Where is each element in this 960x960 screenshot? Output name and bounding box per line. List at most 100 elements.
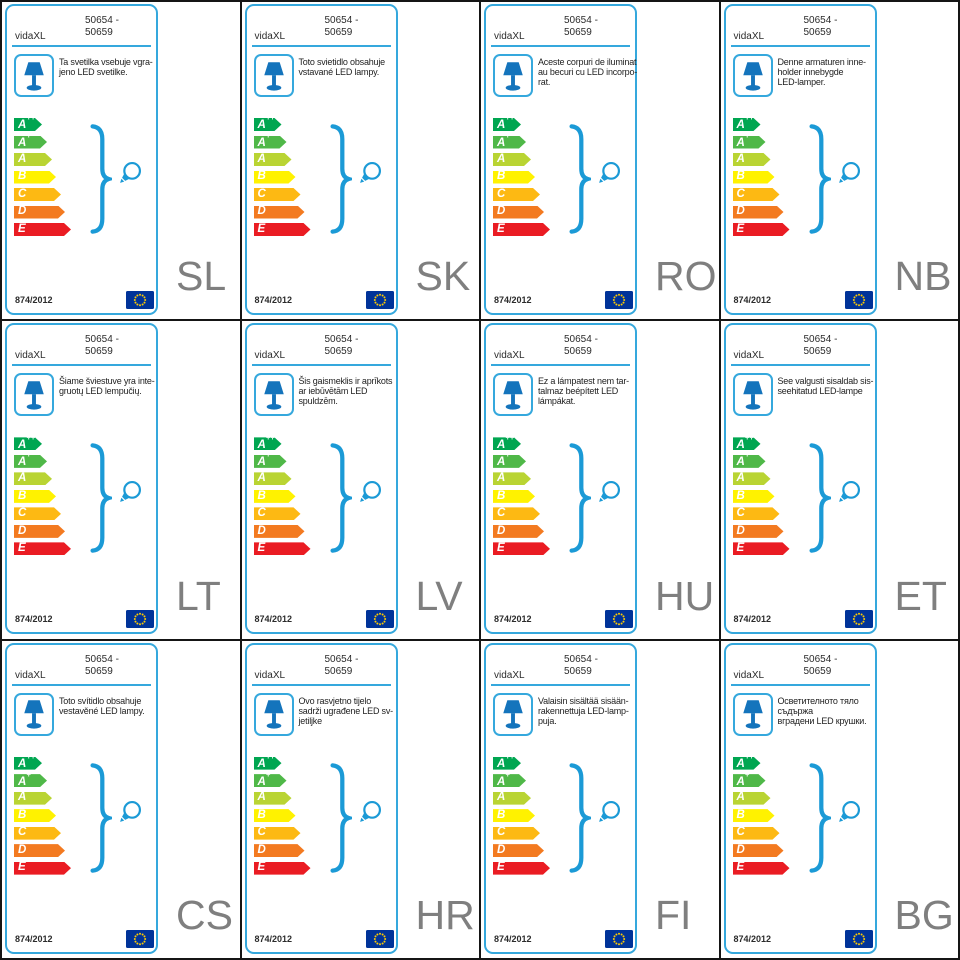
energy-class-label: C <box>18 507 27 520</box>
energy-class-arrow-a++: A++ <box>14 757 42 770</box>
eu-flag-icon <box>126 610 154 629</box>
energy-class-arrow-d: D <box>493 206 544 219</box>
energy-class-row: B <box>254 809 311 822</box>
energy-class-label: A+ <box>18 130 31 149</box>
regulation-number: 874/2012 <box>15 933 53 944</box>
energy-class-row: E <box>14 223 71 236</box>
energy-class-arrow-a: A <box>254 792 292 805</box>
brace-icon <box>329 124 352 234</box>
energy-class-arrow-d: D <box>254 525 305 538</box>
energy-class-row: E <box>733 223 790 236</box>
lamp-icon-box <box>253 373 294 417</box>
brace-icon <box>808 124 831 234</box>
energy-class-row: A <box>254 792 311 805</box>
energy-class-label: A <box>736 152 745 165</box>
led-bulb-icon <box>599 800 621 822</box>
energy-class-label: E <box>736 542 745 555</box>
energy-class-row: E <box>733 542 790 555</box>
energy-class-arrow-a+: A+ <box>493 774 526 787</box>
energy-class-row: D <box>493 525 550 538</box>
energy-class-arrow-a++: A++ <box>493 118 521 131</box>
energy-class-label: C <box>736 187 745 200</box>
label-cell: vidaXL 50654 - 50659 Toto svítidlo obsah… <box>2 640 240 958</box>
energy-class-row: B <box>493 809 550 822</box>
lamp-icon-box <box>14 373 54 417</box>
energy-class-label: B <box>736 489 745 502</box>
energy-label-card: vidaXL 50654 - 50659 Ez a lámpatest nem … <box>484 323 637 635</box>
energy-class-row: C <box>493 827 550 840</box>
language-code: HU <box>655 572 715 619</box>
label-cell: vidaXL 50654 - 50659 Ovo rasvjetno tijel… <box>241 640 479 958</box>
energy-class-row: A++ <box>254 118 311 131</box>
led-bulb-icon <box>120 800 142 822</box>
header-divider <box>12 683 151 686</box>
table-lamp-icon <box>503 61 523 91</box>
energy-class-row: A+ <box>14 455 71 468</box>
energy-class-row: A <box>254 472 311 485</box>
energy-class-arrow-c: C <box>254 507 301 520</box>
energy-class-arrow-a: A <box>254 153 292 166</box>
energy-class-row: D <box>14 844 71 857</box>
energy-class-arrow-a+: A+ <box>14 455 47 468</box>
energy-class-row: A <box>493 472 550 485</box>
language-code: ET <box>894 572 947 619</box>
led-bulb-icon <box>359 161 381 183</box>
energy-class-arrow-a+: A+ <box>254 455 287 468</box>
label-cell: vidaXL 50654 - 50659 Ta svetilka vsebuje… <box>2 2 240 320</box>
label-description: See valgusti sisaldab sis- seehitatud LE… <box>777 376 874 397</box>
energy-class-arrow-d: D <box>14 844 65 857</box>
energy-class-label: D <box>736 205 745 218</box>
energy-class-label: B <box>257 170 266 183</box>
energy-class-scale: A++ A+ A B C D E <box>254 757 311 880</box>
energy-class-arrow-a++: A++ <box>733 757 761 770</box>
energy-class-label: A+ <box>497 130 510 149</box>
energy-class-arrow-a+: A+ <box>14 774 47 787</box>
energy-class-row: A <box>254 153 311 166</box>
energy-class-row: A++ <box>14 437 71 450</box>
energy-class-arrow-c: C <box>733 188 780 201</box>
energy-class-row: A+ <box>14 136 71 149</box>
energy-class-label: A <box>18 152 27 165</box>
brace-icon <box>569 762 591 873</box>
energy-class-label: C <box>497 187 506 200</box>
regulation-number: 874/2012 <box>733 295 772 305</box>
energy-class-arrow-d: D <box>733 525 784 538</box>
label-description: Šiame šviestuve yra inte- gruotų LED lem… <box>59 376 155 397</box>
model-range: 50654 - 50659 <box>803 653 838 677</box>
brand-text: vidaXL <box>494 669 525 681</box>
energy-class-arrow-a: A <box>733 153 771 166</box>
brace-icon <box>90 443 112 554</box>
lamp-icon-box <box>14 692 54 736</box>
eu-flag-icon <box>126 929 154 948</box>
brace-icon <box>569 124 591 234</box>
energy-class-arrow-b: B <box>493 171 535 184</box>
energy-class-label: B <box>18 170 27 183</box>
label-description: Aceste corpuri de iluminat au becuri cu … <box>538 57 638 87</box>
energy-class-row: A++ <box>14 757 71 770</box>
energy-class-label: A++ <box>18 432 36 451</box>
energy-class-label: A+ <box>736 130 750 149</box>
language-code: NB <box>894 253 952 300</box>
energy-class-row: C <box>493 188 550 201</box>
energy-class-row: A++ <box>493 757 550 770</box>
language-code: FI <box>655 892 692 938</box>
energy-class-arrow-a++: A++ <box>254 757 282 770</box>
label-cell: vidaXL 50654 - 50659 Aceste corpuri de i… <box>481 2 719 320</box>
energy-class-arrow-c: C <box>14 507 61 520</box>
energy-class-label: B <box>497 808 506 821</box>
energy-class-scale: A++ A+ A B C D E <box>733 437 790 560</box>
energy-class-label: B <box>257 489 266 502</box>
energy-class-label: A++ <box>736 432 754 451</box>
energy-class-arrow-d: D <box>733 844 784 857</box>
header-divider <box>491 45 630 47</box>
energy-class-label: E <box>18 542 26 555</box>
energy-class-row: E <box>493 862 550 875</box>
energy-class-row: C <box>733 188 790 201</box>
energy-class-label: B <box>257 808 266 821</box>
energy-class-label: A+ <box>736 769 750 788</box>
energy-class-label: A <box>257 152 266 165</box>
energy-class-scale: A++ A+ A B C D E <box>493 437 550 560</box>
language-code: LT <box>176 572 221 619</box>
energy-class-row: A+ <box>14 774 71 787</box>
energy-class-label: E <box>257 861 266 874</box>
